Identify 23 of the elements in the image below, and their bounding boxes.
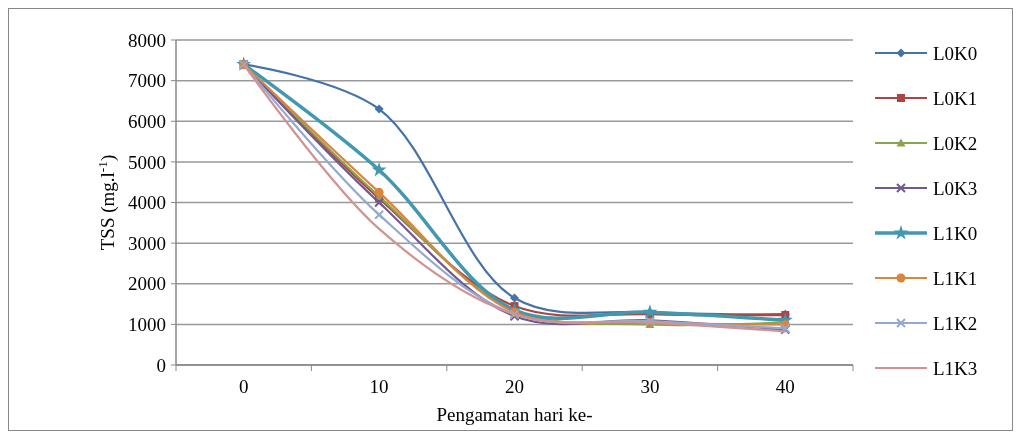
legend-label: L1K3 [933, 357, 978, 379]
legend-label: L1K2 [933, 312, 978, 334]
legend-label: L0K3 [933, 177, 978, 199]
x-tick-label: 0 [238, 376, 249, 397]
legend-label: L0K1 [933, 87, 978, 109]
x-tick-label: 40 [775, 376, 795, 397]
legend-label: L0K2 [933, 132, 978, 154]
x-tick-label: 10 [369, 376, 389, 397]
x-axis-title: Pengamatan hari ke- [436, 404, 593, 425]
y-tick-label: 6000 [128, 110, 166, 132]
legend-label: L1K1 [933, 267, 978, 289]
y-tick-label: 5000 [128, 151, 166, 173]
y-tick-label: 7000 [128, 70, 166, 92]
y-tick-label: 1000 [128, 314, 166, 336]
legend-label: L1K0 [933, 222, 978, 244]
x-tick-label: 30 [640, 376, 660, 397]
x-tick-label: 20 [505, 376, 524, 397]
y-tick-label: 3000 [128, 232, 166, 254]
y-tick-label: 4000 [128, 192, 166, 214]
y-tick-label: 8000 [128, 29, 166, 51]
y-tick-label: 2000 [128, 273, 166, 295]
y-tick-label: 0 [156, 354, 166, 376]
legend-label: L0K0 [933, 42, 978, 64]
